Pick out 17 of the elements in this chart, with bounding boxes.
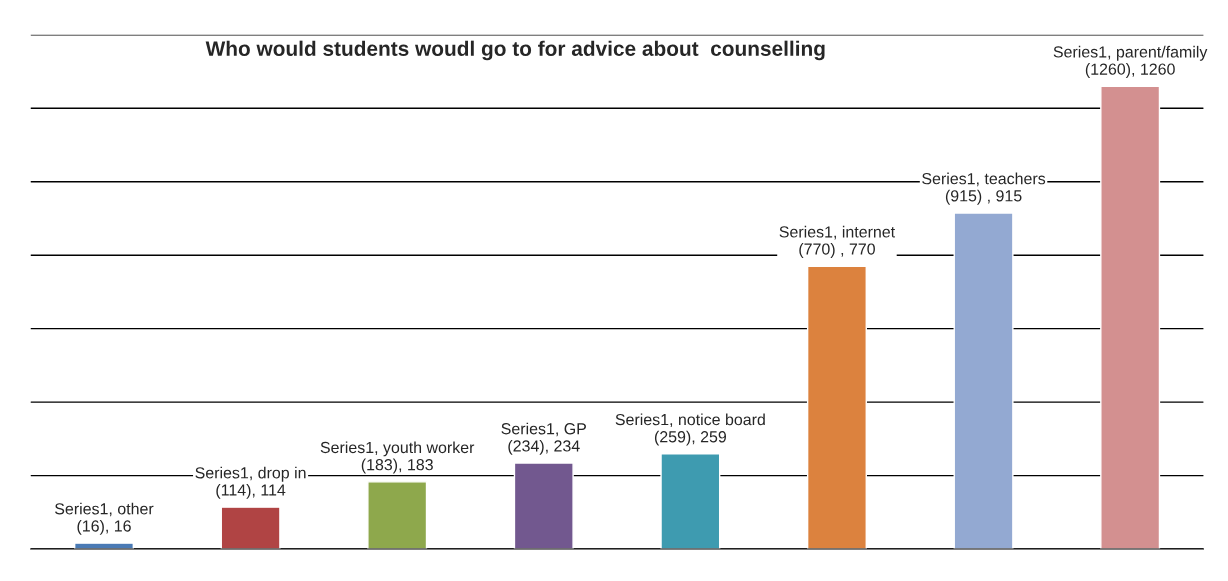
- data-label: Series1, teachers (915) , 915: [922, 172, 1046, 205]
- chart-title: Who would students woudl go to for advice about counselling: [205, 40, 825, 61]
- bar: [73, 542, 135, 550]
- data-label: Series1, parent/family (1260), 1260: [1053, 45, 1208, 78]
- bar: [806, 265, 867, 550]
- data-label: Series1, youth worker (183), 183: [320, 441, 475, 474]
- bar: [660, 453, 721, 550]
- bar: [1100, 85, 1161, 550]
- data-label: Series1, other (16), 16: [55, 502, 154, 535]
- bar: [367, 481, 428, 550]
- bar: [513, 462, 574, 550]
- data-label: Series1, internet (770) , 770: [779, 225, 895, 258]
- bar: [220, 506, 281, 550]
- data-label: Series1, drop in (114), 114: [195, 466, 306, 499]
- data-label: Series1, notice board (259), 259: [615, 413, 765, 446]
- bar: [953, 212, 1014, 550]
- data-label: Series1, GP (234), 234: [501, 422, 586, 455]
